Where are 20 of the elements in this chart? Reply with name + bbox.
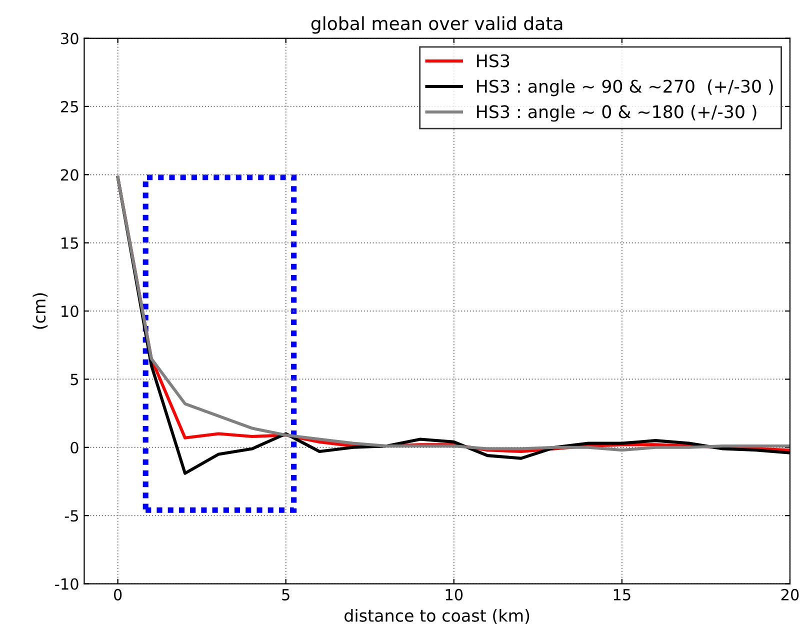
y-tick-label: 5 [70, 374, 78, 386]
y-tick-label: 20 [61, 169, 78, 181]
y-tick-label: -5 [64, 510, 78, 522]
y-tick-label: 0 [70, 442, 78, 454]
x-axis-title: distance to coast (km) [344, 608, 530, 624]
y-axis-title: (cm) [32, 293, 48, 329]
legend-label: HS3 [477, 54, 510, 68]
y-tick-label: 10 [62, 305, 78, 318]
chart-title: global mean over valid data [311, 16, 562, 34]
x-tick-label: 15 [614, 589, 630, 600]
x-tick-label: 20 [781, 588, 799, 600]
legend-label: HS3 : angle ~ 0 & ~180 (+/-30 ) [477, 104, 756, 122]
x-tick-label: 0 [114, 588, 122, 600]
x-tick-label: 10 [446, 588, 463, 600]
y-tick-label: -10 [55, 578, 78, 590]
y-tick-label: 25 [61, 100, 78, 112]
y-tick-label: 15 [62, 238, 78, 249]
legend-label: HS3 : angle ~ 90 & ~270 (+/-30 ) [477, 79, 773, 96]
x-tick-label: 5 [282, 589, 290, 600]
y-tick-label: 30 [61, 32, 78, 44]
